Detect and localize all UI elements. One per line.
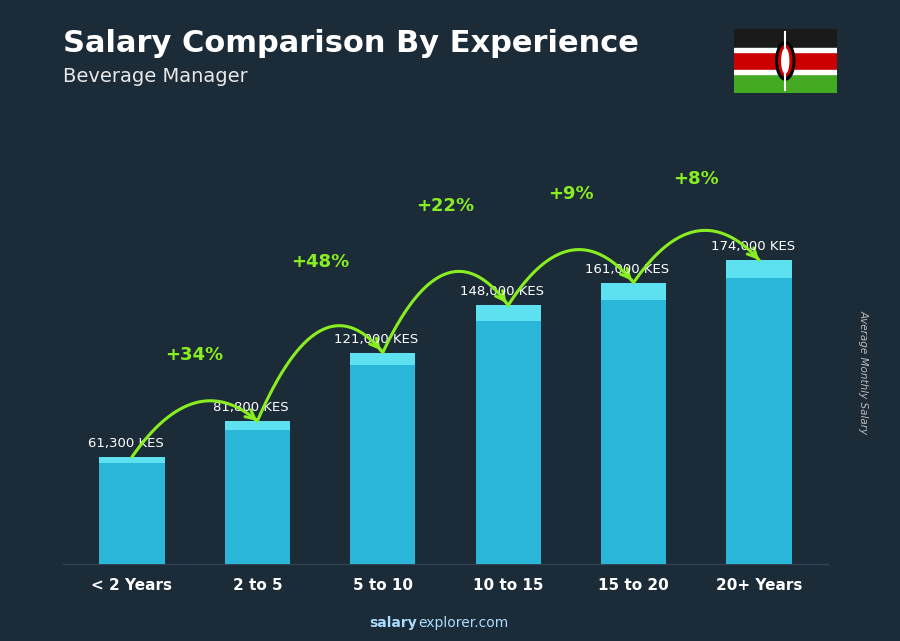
- Text: +48%: +48%: [291, 253, 349, 271]
- Bar: [726, 260, 792, 278]
- Bar: [99, 457, 165, 463]
- Text: 174,000 KES: 174,000 KES: [711, 240, 795, 253]
- Bar: [225, 421, 290, 564]
- Text: 61,300 KES: 61,300 KES: [88, 437, 164, 450]
- Bar: [726, 260, 792, 564]
- Bar: [475, 305, 541, 321]
- Text: 148,000 KES: 148,000 KES: [460, 285, 544, 298]
- Bar: [350, 353, 416, 365]
- Text: Average Monthly Salary: Average Monthly Salary: [859, 310, 868, 434]
- Text: salary: salary: [369, 616, 417, 630]
- Ellipse shape: [778, 46, 792, 76]
- Text: +22%: +22%: [417, 197, 474, 215]
- Bar: [350, 353, 416, 564]
- Text: explorer.com: explorer.com: [418, 616, 508, 630]
- Bar: [734, 29, 837, 50]
- Text: +8%: +8%: [673, 170, 719, 188]
- Bar: [601, 283, 666, 299]
- Text: Beverage Manager: Beverage Manager: [63, 67, 248, 87]
- Text: Salary Comparison By Experience: Salary Comparison By Experience: [63, 29, 639, 58]
- Bar: [734, 70, 837, 74]
- Bar: [475, 305, 541, 564]
- Text: +9%: +9%: [548, 185, 594, 203]
- Bar: [734, 48, 837, 52]
- Bar: [225, 421, 290, 429]
- Ellipse shape: [776, 42, 795, 80]
- Ellipse shape: [782, 49, 788, 73]
- Text: 121,000 KES: 121,000 KES: [335, 333, 419, 345]
- Bar: [601, 283, 666, 564]
- Bar: [734, 50, 837, 72]
- Bar: [734, 72, 837, 93]
- Bar: [99, 457, 165, 564]
- Text: +34%: +34%: [166, 346, 224, 364]
- Text: 81,800 KES: 81,800 KES: [213, 401, 289, 414]
- Text: 161,000 KES: 161,000 KES: [585, 263, 670, 276]
